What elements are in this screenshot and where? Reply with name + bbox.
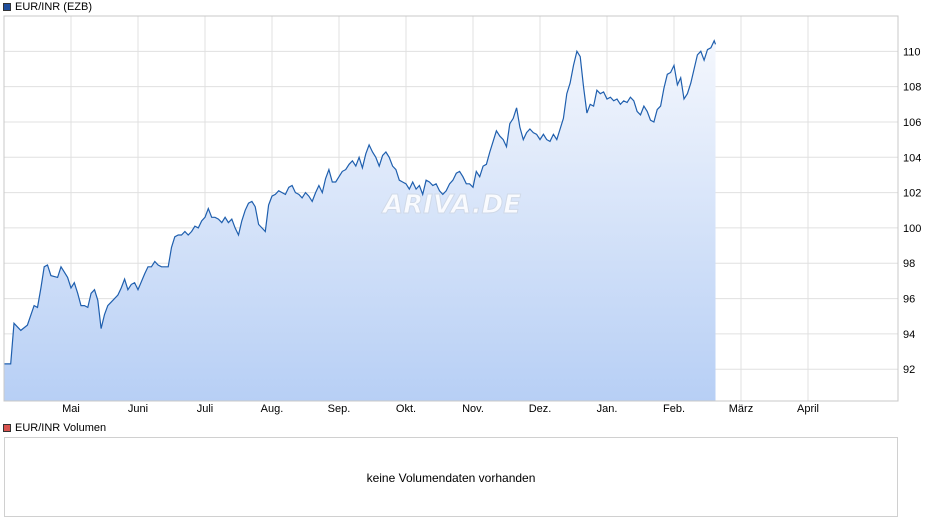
price-area [4, 40, 716, 401]
x-tick-label: Feb. [663, 403, 685, 415]
plot-frame [3, 15, 899, 402]
y-tick-label: 94 [903, 329, 915, 341]
x-tick-label: Dez. [529, 403, 552, 415]
x-tick-label: Okt. [396, 403, 416, 415]
x-axis: Mai Juni Juli Aug. Sep. Okt. Nov. Dez. Jan. Feb. M… [62, 403, 819, 415]
price-line [4, 39, 717, 365]
x-tick-label: April [797, 403, 819, 415]
x-tick-label: Nov. [462, 403, 484, 415]
y-tick-label: 96 [903, 294, 915, 306]
volume-panel: keine Volumendaten vorhanden [4, 437, 898, 517]
legend-price-label: EUR/INR (EZB) [15, 1, 92, 13]
y-tick-label: 108 [903, 82, 921, 94]
legend-volume-label: EUR/INR Volumen [15, 422, 107, 434]
x-tick-label: März [729, 403, 753, 415]
y-tick-label: 106 [903, 117, 921, 129]
legend-volume-swatch [3, 424, 11, 432]
y-tick-label: 104 [903, 152, 921, 164]
y-axis: 92 94 96 98 100 102 104 106 108 110 [903, 46, 921, 376]
watermark: ARIVA.DE [381, 190, 521, 220]
y-tick-label: 102 [903, 188, 921, 200]
legend-price-swatch [3, 3, 11, 11]
x-tick-label: Mai [62, 403, 80, 415]
x-tick-label: Juli [197, 403, 214, 415]
y-tick-label: 100 [903, 223, 921, 235]
x-tick-label: Aug. [261, 403, 284, 415]
price-chart: ARIVA.DE 92 94 96 98 100 102 104 106 108 110 Mai J… [3, 15, 921, 415]
y-tick-label: 92 [903, 364, 915, 376]
x-tick-label: Sep. [328, 403, 351, 415]
x-tick-label: Juni [128, 403, 148, 415]
legend-price: EUR/INR (EZB) [3, 1, 92, 13]
y-tick-label: 98 [903, 258, 915, 270]
legend-volume: EUR/INR Volumen [3, 422, 106, 434]
volume-empty-message: keine Volumendaten vorhanden [366, 471, 536, 485]
y-tick-label: 110 [903, 46, 921, 58]
x-tick-label: Jan. [597, 403, 618, 415]
